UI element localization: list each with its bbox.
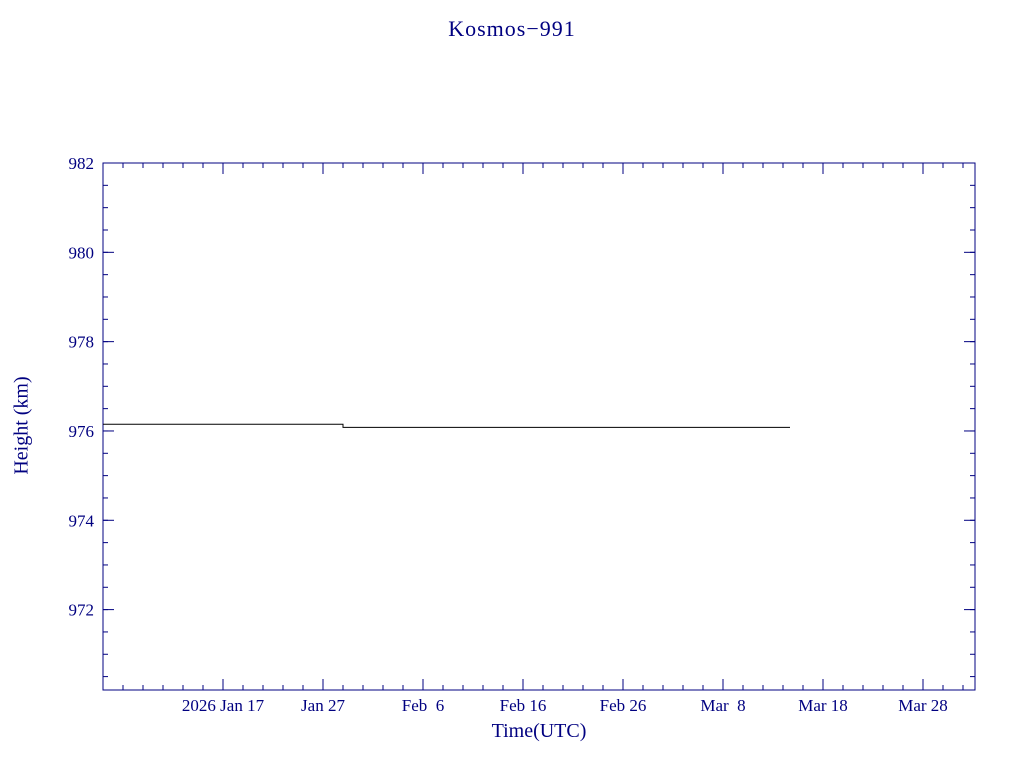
x-tick-label: 2026 Jan 17: [182, 696, 265, 715]
x-tick-label: Mar 18: [798, 696, 848, 715]
y-tick-label: 974: [69, 511, 95, 530]
y-tick-label: 982: [69, 154, 95, 173]
plot-frame: [102, 162, 976, 691]
x-tick-label: Mar 8: [700, 696, 745, 715]
y-axis-title: Height (km): [10, 376, 33, 475]
series-line-orbital-height: [103, 423, 790, 428]
x-tick-label: Jan 27: [301, 696, 345, 715]
x-axis-title: Time(UTC): [491, 720, 587, 742]
y-tick-label: 976: [69, 422, 95, 441]
x-tick-label: Feb 6: [402, 696, 445, 715]
x-tick-label: Feb 26: [600, 696, 647, 715]
y-tick-label: 972: [69, 601, 95, 620]
y-tick-label: 978: [69, 333, 95, 352]
y-tick-label: 980: [69, 243, 95, 262]
x-tick-label: Mar 28: [898, 696, 948, 715]
chart-title: Kosmos−991: [448, 16, 576, 41]
x-tick-label: Feb 16: [500, 696, 547, 715]
